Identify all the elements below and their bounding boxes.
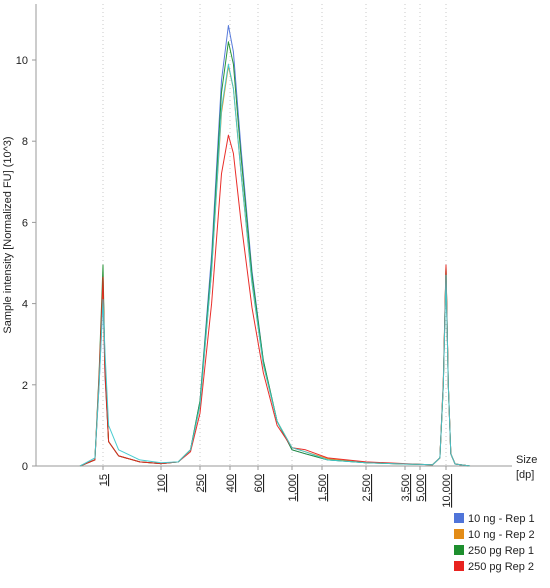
legend-label: 250 pg Rep 2 — [468, 561, 534, 573]
series-line-2 — [79, 65, 471, 467]
x-tick-label: 2,500 — [361, 474, 373, 502]
y-tick-label: 8 — [22, 136, 28, 148]
y-tick-label: 4 — [22, 299, 28, 311]
legend-label: 250 pg Rep 1 — [468, 545, 534, 557]
legend-label: 10 ng - Rep 1 — [468, 513, 535, 525]
x-tick-label: 100 — [156, 474, 168, 492]
legend-swatch — [454, 529, 464, 539]
series-line-4 — [79, 134, 471, 467]
axis-layer — [35, 4, 512, 467]
legend-label: 10 ng - Rep 2 — [468, 529, 535, 541]
y-tick-label: 6 — [22, 217, 28, 229]
x-tick-label: 10,000 — [441, 474, 453, 508]
y-tick-label: 10 — [16, 55, 28, 67]
x-tick-label: 600 — [253, 474, 265, 492]
series-layer — [79, 25, 471, 467]
legend-swatch — [454, 561, 464, 571]
y-tick-label: 2 — [22, 380, 28, 392]
legend-swatch — [454, 545, 464, 555]
x-tick-label: 1,500 — [317, 474, 329, 502]
x-tick-label: 3,500 — [400, 474, 412, 502]
series-line-5 — [79, 63, 471, 467]
x-tick-layer: 15 100 250 400 600 1,000 1,500 2,500 3,500 5,000 1… — [98, 466, 453, 508]
y-tick-layer: 0 2 4 6 8 10 — [16, 55, 36, 473]
x-axis-title-size: Size — [516, 454, 537, 466]
x-tick-label: 5,000 — [415, 474, 427, 502]
legend-swatch — [454, 513, 464, 523]
y-tick-label: 0 — [22, 461, 28, 473]
x-tick-label: 250 — [195, 474, 207, 492]
x-tick-label: 15 — [98, 474, 110, 486]
series-line-3 — [79, 41, 471, 467]
x-axis-title-unit: [dp] — [516, 469, 534, 481]
series-line-1 — [79, 25, 471, 467]
grid-layer — [102, 4, 447, 466]
legend: 10 ng - Rep 1 10 ng - Rep 2 250 pg Rep 1 25… — [454, 513, 535, 573]
x-tick-label: 1,000 — [287, 474, 299, 502]
x-tick-label: 400 — [225, 474, 237, 492]
y-axis-title: Sample intensity [Normalized FU] (10^3) — [2, 136, 14, 333]
